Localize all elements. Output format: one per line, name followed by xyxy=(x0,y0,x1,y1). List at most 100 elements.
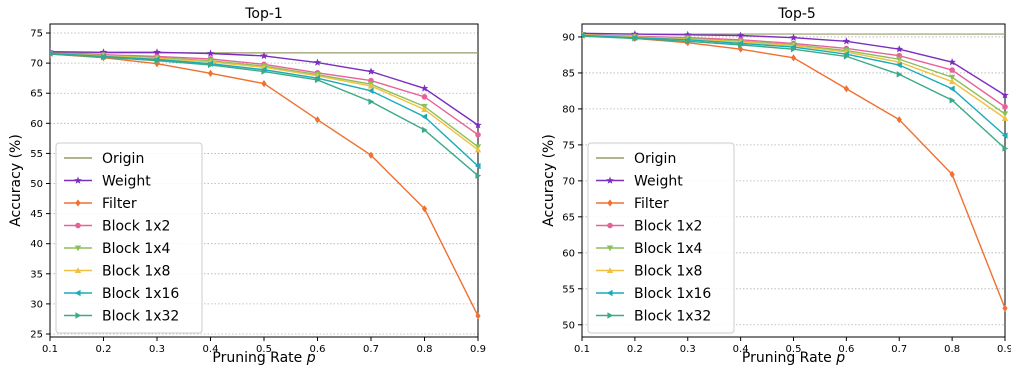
legend-marker-block-1x2 xyxy=(607,222,613,229)
x-tick-label: 0.6 xyxy=(310,344,326,355)
data-point-filter xyxy=(261,79,267,88)
data-point-block-1x32 xyxy=(949,97,956,104)
y-tick-label: 60 xyxy=(30,119,43,130)
x-axis-label: Pruning Rate p xyxy=(212,350,315,366)
data-point-block-1x32 xyxy=(154,57,161,64)
data-point-block-1x32 xyxy=(261,68,268,75)
x-axis-label-variable: p xyxy=(835,350,845,366)
data-point-filter xyxy=(314,116,321,124)
data-point-weight xyxy=(789,33,798,41)
legend-marker-weight xyxy=(606,176,614,184)
data-point-block-1x32 xyxy=(100,53,107,61)
x-axis-label-text: Pruning Rate xyxy=(212,350,306,366)
x-tick-label: 0.7 xyxy=(891,344,907,355)
data-point-weight xyxy=(420,84,429,92)
data-point-block-1x16 xyxy=(367,87,374,95)
x-tick-label: 0.7 xyxy=(363,344,379,355)
y-tick-label: 75 xyxy=(30,29,43,40)
y-tick-label: 75 xyxy=(562,140,575,151)
data-point-block-1x2 xyxy=(949,67,955,73)
data-point-weight xyxy=(683,30,692,39)
x-tick-label: 0.4 xyxy=(203,344,219,355)
legend-marker-weight xyxy=(74,176,82,184)
y-tick-label: 25 xyxy=(30,329,43,340)
data-point-block-1x32 xyxy=(475,172,482,179)
data-point-block-1x32 xyxy=(738,41,744,49)
chart-panel-top-5: 50 55 60 65 70 75 80 85 90 0.1 0.2 0.3 0.4 0.5 0.6 0.7 0… xyxy=(541,6,1011,366)
data-point-weight xyxy=(736,31,745,39)
x-tick-label: 0.5 xyxy=(786,344,802,355)
data-point-block-1x8 xyxy=(474,146,482,153)
data-point-block-1x4 xyxy=(948,74,956,81)
series-block-1x32 xyxy=(50,52,482,179)
data-point-block-1x8 xyxy=(1001,115,1009,121)
data-point-block-1x4 xyxy=(1001,111,1009,118)
chart-title: Top-5 xyxy=(777,6,816,22)
x-tick-label: 0.2 xyxy=(627,344,643,355)
data-point-weight xyxy=(1001,91,1009,99)
series-filter xyxy=(50,50,481,320)
legend-label-filter: Filter xyxy=(102,196,137,212)
x-axis-label-variable: p xyxy=(306,350,316,366)
y-tick-label: 40 xyxy=(30,239,43,250)
legend-marker-block-1x32 xyxy=(607,312,614,319)
legend: Origin Weight Filter Block 1x2 Block 1x4 Bloc… xyxy=(55,142,203,334)
legend-marker-filter xyxy=(75,199,81,207)
data-point-filter xyxy=(475,312,481,320)
y-tick-label: 80 xyxy=(562,104,575,115)
legend-label-block-1x32: Block 1x32 xyxy=(102,309,179,325)
x-tick-label: 0.5 xyxy=(256,344,272,355)
data-point-block-1x32 xyxy=(632,35,639,42)
series-block-1x16 xyxy=(582,32,1008,139)
y-axis-label: Accuracy (%) xyxy=(8,134,24,227)
data-point-weight xyxy=(895,45,904,53)
x-tick-label: 0.4 xyxy=(733,344,749,355)
series-block-1x32 xyxy=(582,34,1009,152)
legend-label-block-1x2: Block 1x2 xyxy=(634,219,702,235)
data-point-weight xyxy=(842,37,851,45)
x-axis-label: Pruning Rate p xyxy=(742,350,845,366)
data-point-block-1x16 xyxy=(1001,132,1008,139)
legend-marker-block-1x8 xyxy=(74,267,82,274)
x-tick-label: 0.1 xyxy=(42,344,58,355)
data-point-filter xyxy=(1002,304,1008,312)
y-tick-label: 45 xyxy=(30,209,43,220)
data-point-block-1x32 xyxy=(582,34,586,39)
legend-marker-block-1x4 xyxy=(606,245,614,252)
data-point-block-1x32 xyxy=(368,98,375,105)
data-point-weight xyxy=(948,58,956,66)
y-tick-label: 35 xyxy=(30,269,43,280)
chart-title: Top-1 xyxy=(244,6,283,22)
legend-label-block-1x2: Block 1x2 xyxy=(102,219,170,235)
legend-label-block-1x16: Block 1x16 xyxy=(102,286,179,302)
y-tick-label: 60 xyxy=(562,248,575,259)
legend-label-block-1x8: Block 1x8 xyxy=(634,264,702,280)
data-point-filter xyxy=(843,85,849,93)
legend-label-block-1x8: Block 1x8 xyxy=(102,264,170,280)
y-tick-label: 70 xyxy=(30,59,43,70)
y-tick-label: 90 xyxy=(562,32,575,43)
x-tick-label: 0.3 xyxy=(680,344,696,355)
data-point-block-1x32 xyxy=(843,53,850,60)
data-point-weight xyxy=(313,58,322,66)
legend-label-filter: Filter xyxy=(634,196,669,212)
series-line-block-1x32 xyxy=(582,35,1006,149)
legend-label-origin: Origin xyxy=(634,151,676,167)
legend-marker-block-1x4 xyxy=(74,245,82,252)
data-point-block-1x2 xyxy=(421,94,428,100)
legend-marker-block-1x32 xyxy=(75,312,82,319)
data-point-weight xyxy=(153,48,161,56)
data-point-block-1x16 xyxy=(474,162,481,170)
legend-box xyxy=(587,142,735,334)
y-tick-label: 65 xyxy=(30,89,43,100)
x-tick-label: 0.8 xyxy=(944,344,960,355)
data-point-block-1x32 xyxy=(421,126,428,134)
legend-label-block-1x16: Block 1x16 xyxy=(634,286,711,302)
legend-marker-block-1x16 xyxy=(606,289,613,297)
legend-marker-block-1x8 xyxy=(606,267,614,274)
data-point-block-1x32 xyxy=(790,45,797,53)
data-point-block-1x32 xyxy=(50,52,54,56)
legend-box xyxy=(55,142,203,334)
